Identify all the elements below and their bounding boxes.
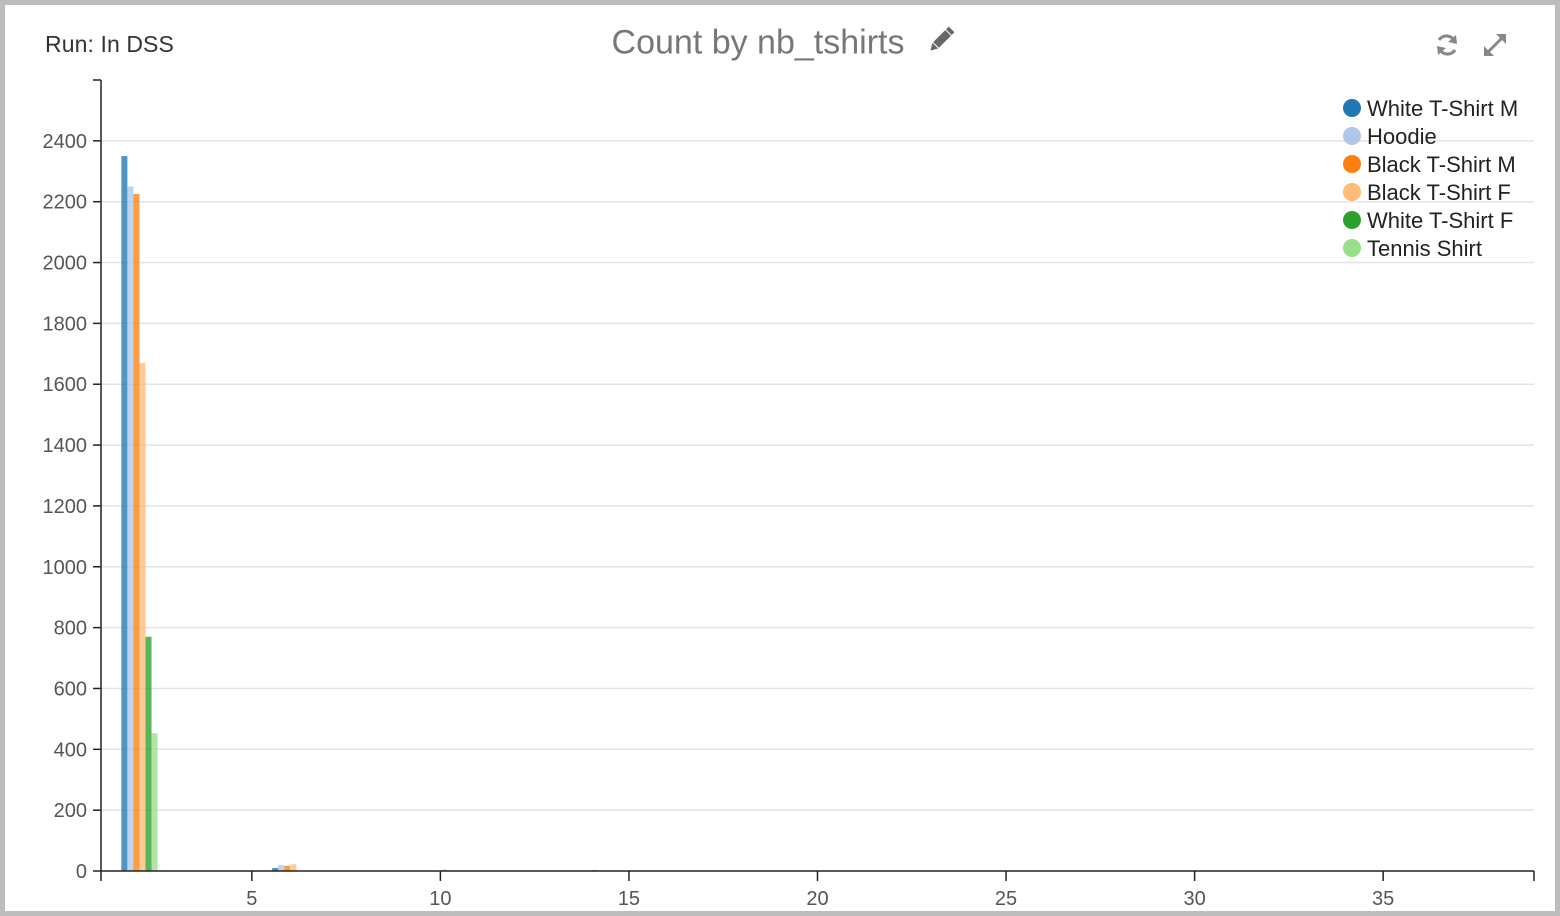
axes: 0 200 400 600 800 1000 1200 1400 1600 1800 2000 220… bbox=[43, 79, 1535, 910]
y-tick-label: 600 bbox=[54, 678, 87, 700]
chart-title: Count by nb_tshirts bbox=[611, 23, 905, 62]
legend-label[interactable]: Hoodie bbox=[1367, 124, 1437, 149]
run-label: Run: In DSS bbox=[45, 31, 174, 57]
bar[interactable] bbox=[139, 362, 146, 871]
bar[interactable] bbox=[284, 865, 291, 871]
grid-lines bbox=[101, 140, 1534, 811]
y-tick-label: 1200 bbox=[43, 496, 88, 518]
y-tick-label: 2000 bbox=[43, 253, 88, 275]
x-tick-label: 20 bbox=[806, 888, 828, 910]
legend-label[interactable]: Tennis Shirt bbox=[1367, 236, 1482, 261]
bar[interactable] bbox=[127, 186, 134, 871]
chart-title-wrap: Count by nb_tshirts bbox=[5, 23, 1560, 66]
y-tick-label: 1400 bbox=[43, 435, 88, 457]
legend-swatch[interactable] bbox=[1343, 155, 1361, 173]
bar[interactable] bbox=[272, 867, 279, 871]
legend-swatch[interactable] bbox=[1343, 211, 1361, 229]
x-tick-label: 35 bbox=[1372, 888, 1394, 910]
bar[interactable] bbox=[290, 864, 297, 871]
bar[interactable] bbox=[133, 194, 140, 871]
x-tick-label: 25 bbox=[995, 888, 1017, 910]
expand-icon[interactable] bbox=[1481, 31, 1509, 64]
legend-swatch[interactable] bbox=[1343, 239, 1361, 257]
legend-label[interactable]: Black T-Shirt M bbox=[1367, 152, 1516, 177]
x-tick-label: 15 bbox=[618, 888, 640, 910]
pencil-icon[interactable] bbox=[924, 23, 958, 66]
legend-swatch[interactable] bbox=[1343, 99, 1361, 117]
legend-swatch[interactable] bbox=[1343, 183, 1361, 201]
legend-label[interactable]: White T-Shirt F bbox=[1367, 208, 1513, 233]
legend-label[interactable]: Black T-Shirt F bbox=[1367, 180, 1511, 205]
bar[interactable] bbox=[121, 156, 128, 872]
x-tick-label: 10 bbox=[429, 888, 451, 910]
x-tick-label: 5 bbox=[246, 888, 257, 910]
bar-chart: 0 200 400 600 800 1000 1200 1400 1600 1800 2000 220… bbox=[43, 79, 1535, 910]
bars bbox=[121, 156, 599, 872]
y-tick-label: 1600 bbox=[43, 374, 88, 396]
bar[interactable] bbox=[151, 733, 158, 871]
y-tick-label: 1800 bbox=[43, 313, 88, 335]
refresh-icon[interactable] bbox=[1433, 31, 1461, 64]
bar[interactable] bbox=[441, 869, 448, 871]
y-tick-label: 400 bbox=[54, 739, 87, 761]
x-tick-label: 30 bbox=[1183, 888, 1205, 910]
bar[interactable] bbox=[145, 636, 152, 871]
legend-swatch[interactable] bbox=[1343, 127, 1361, 145]
y-tick-label: 2400 bbox=[43, 131, 88, 153]
legend: White T-Shirt M Hoodie Black T-Shirt M Blac… bbox=[1343, 96, 1518, 261]
y-tick-label: 200 bbox=[54, 800, 87, 822]
y-tick-label: 800 bbox=[54, 618, 87, 640]
y-tick-label: 2200 bbox=[43, 192, 88, 214]
y-tick-label: 1000 bbox=[43, 557, 88, 579]
legend-label[interactable]: White T-Shirt M bbox=[1367, 96, 1518, 121]
bar[interactable] bbox=[278, 864, 285, 871]
y-tick-label: 0 bbox=[76, 861, 87, 883]
